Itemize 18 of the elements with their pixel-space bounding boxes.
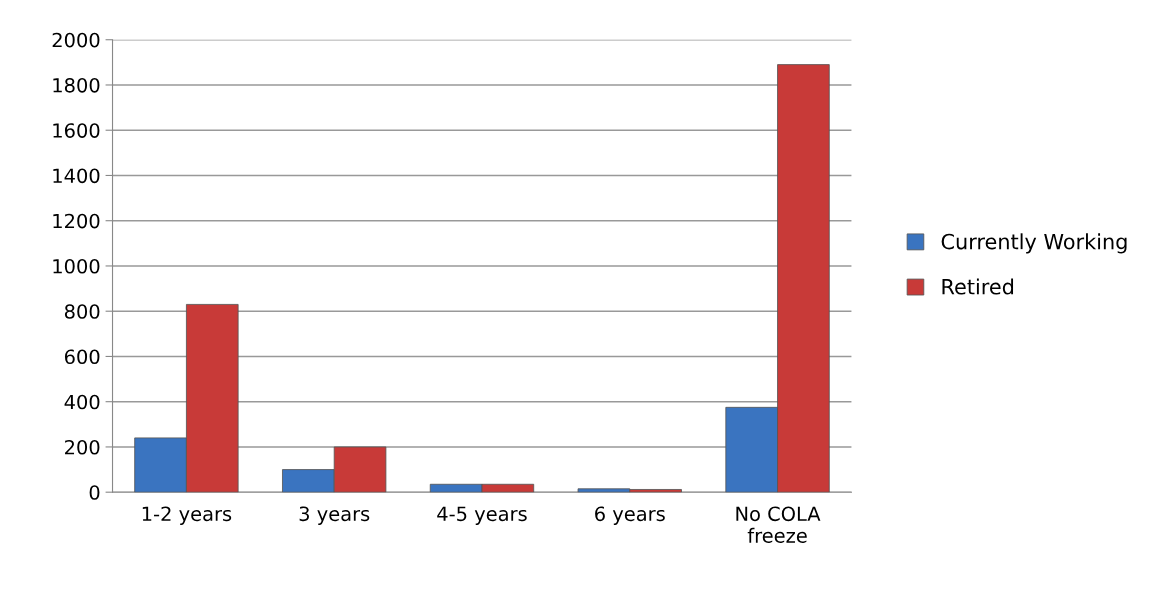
legend-label: Retired [942, 278, 1014, 295]
y-tick-label: 1600 [53, 123, 100, 138]
x-tick-label: 4-5 years [437, 506, 527, 525]
x-tick-label: No COLA freeze [736, 506, 821, 543]
y-tick-label: 0 [89, 485, 100, 500]
y-tick-label: 1200 [53, 213, 100, 229]
y-tick-label: 1000 [53, 258, 100, 274]
x-tick-label: 3 years [299, 506, 370, 525]
x-tick-label: 6 years [595, 506, 665, 525]
y-tick-label: 800 [64, 304, 100, 319]
y-tick-label: 2000 [52, 32, 100, 48]
legend-label: Currently Working [941, 233, 1127, 254]
y-tick-label: 600 [64, 349, 100, 365]
y-tick-label: 1800 [53, 77, 100, 93]
y-tick-label: 400 [64, 394, 100, 410]
y-tick-label: 1400 [53, 168, 100, 184]
x-tick-label: 1-2 years [142, 506, 232, 525]
y-tick-label: 200 [65, 439, 100, 455]
